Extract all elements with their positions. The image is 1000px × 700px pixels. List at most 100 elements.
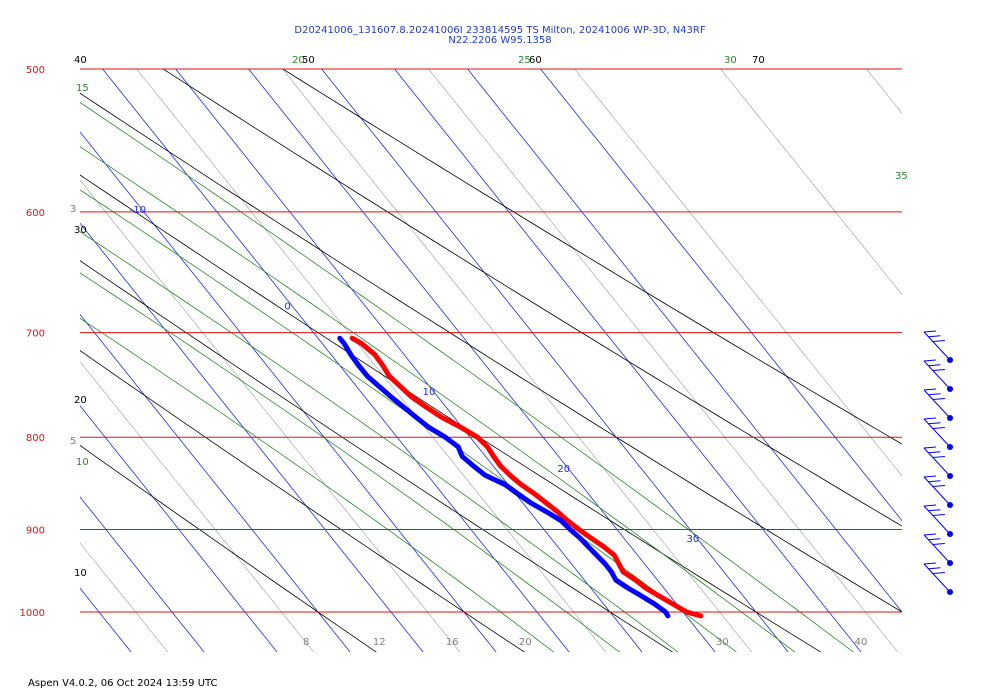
chart-subtitle: N22.2206 W95.1358 [448, 35, 552, 46]
mixing-ratio-line [996, 49, 1000, 672]
dry-adiabat-label: 60 [529, 55, 542, 66]
isotherm-label: 10 [423, 387, 436, 398]
wind-barb [923, 417, 953, 450]
wind-barb-flag [932, 427, 945, 430]
isotherm-label: -10 [130, 205, 146, 216]
dry-adiabat-line [162, 69, 902, 527]
pressure-label: 900 [26, 525, 45, 536]
wind-barb-flag [923, 330, 937, 333]
wind-barb [923, 446, 953, 479]
wind-barb [923, 330, 953, 363]
isotherm-line [80, 587, 132, 652]
temperature-tick-label: 12 [373, 637, 386, 648]
moist-adiabat-line [80, 101, 854, 652]
mixing-ratio-label: 3 [70, 204, 76, 215]
isotherm-line [80, 496, 205, 652]
dry-adiabat-line [80, 444, 377, 652]
isotherm-label: 0 [284, 301, 290, 312]
moist-adiabat-line [80, 231, 679, 652]
wind-barb-shaft [923, 418, 951, 448]
temperature-trace [349, 335, 704, 619]
mixing-ratio-line [80, 361, 315, 652]
isotherm-line [102, 69, 570, 652]
wind-barb-flag [932, 398, 945, 401]
mixing-ratio-line [0, 49, 38, 672]
pressure-label: 700 [26, 329, 45, 340]
footer-version: Aspen V4.0.2, 06 Oct 2024 13:59 UTC [28, 678, 218, 689]
pressure-label: 600 [26, 208, 45, 219]
wind-barb-flag [928, 393, 941, 396]
mixing-ratio-label: 5 [70, 436, 76, 447]
isotherm-line [540, 69, 902, 522]
wind-barb [923, 475, 953, 508]
wind-barb-flag [923, 417, 937, 420]
pressure-label: 800 [26, 433, 45, 444]
dry-adiabat-label: 50 [302, 55, 315, 66]
isotherm-line [80, 131, 497, 652]
wind-barb-flag [928, 567, 941, 570]
temperature-tick-label: 40 [855, 637, 868, 648]
moist-adiabat-line [80, 272, 621, 652]
moist-adiabat-label: 35 [895, 171, 908, 182]
moist-adiabat-line [80, 317, 555, 652]
wind-barb-flag [928, 335, 941, 338]
dry-adiabat-label: 20 [74, 395, 87, 406]
moist-adiabat-line [80, 146, 796, 652]
wind-barb-flag [928, 364, 941, 367]
wind-barb-flag [932, 369, 945, 372]
dry-adiabat-label: 30 [74, 225, 87, 236]
wind-barb-flag [923, 446, 937, 449]
wind-barb [923, 533, 953, 566]
wind-barb [923, 388, 953, 421]
wind-barb-shaft [923, 331, 951, 361]
dry-adiabat-line [80, 92, 902, 613]
pressure-label: 1000 [20, 608, 45, 619]
moist-adiabat-label: 10 [76, 457, 89, 468]
wind-barb-flag [932, 572, 945, 575]
wind-barb-shaft [923, 563, 951, 593]
mixing-ratio-line [574, 69, 902, 477]
mixing-ratio-line [428, 69, 899, 652]
wind-barb-flag [928, 422, 941, 425]
wind-barb-shaft [923, 505, 951, 535]
isotherm-line [321, 69, 789, 652]
isotherm-line [80, 222, 424, 652]
isotherm-line [0, 49, 1, 672]
temperature-tick-label: 30 [716, 637, 729, 648]
wind-barb-flag [928, 509, 941, 512]
mixing-ratio-line [720, 69, 902, 295]
dry-adiabat-label: 70 [752, 55, 765, 66]
mixing-ratio-line [80, 542, 169, 652]
moist-adiabat-label: 15 [76, 83, 89, 94]
dry-adiabat-label: 40 [74, 55, 87, 66]
isotherm-label: 30 [687, 534, 700, 545]
wind-barb [923, 359, 953, 392]
wind-barb-flag [928, 451, 941, 454]
dry-adiabat-line [80, 174, 822, 652]
wind-barb-flag [923, 504, 937, 507]
dry-adiabat-label: 10 [74, 568, 87, 579]
wind-barb-flag [923, 388, 937, 391]
wind-barb [923, 562, 953, 595]
wind-barb-flag [932, 456, 945, 459]
isotherm-line [467, 69, 902, 613]
wind-barb-shaft [923, 476, 951, 506]
dry-adiabat-line [80, 350, 526, 652]
wind-barb-flag [923, 562, 937, 565]
isotherm-line [0, 49, 74, 672]
wind-barb-shaft [923, 389, 951, 419]
dewpoint-trace [337, 335, 671, 619]
moist-adiabat-label: 30 [724, 55, 737, 66]
wind-barb-flag [923, 475, 937, 478]
wind-barb-shaft [923, 360, 951, 390]
wind-barb-flag [932, 340, 945, 343]
mixing-ratio-line [136, 69, 607, 652]
isotherm-label: 20 [557, 464, 570, 475]
wind-barb [923, 504, 953, 537]
moist-adiabat-label: 20 [292, 55, 305, 66]
pressure-label: 500 [26, 65, 45, 76]
moist-adiabat-label: 25 [518, 55, 531, 66]
isotherm-line [248, 69, 716, 652]
temperature-tick-label: 20 [519, 637, 532, 648]
